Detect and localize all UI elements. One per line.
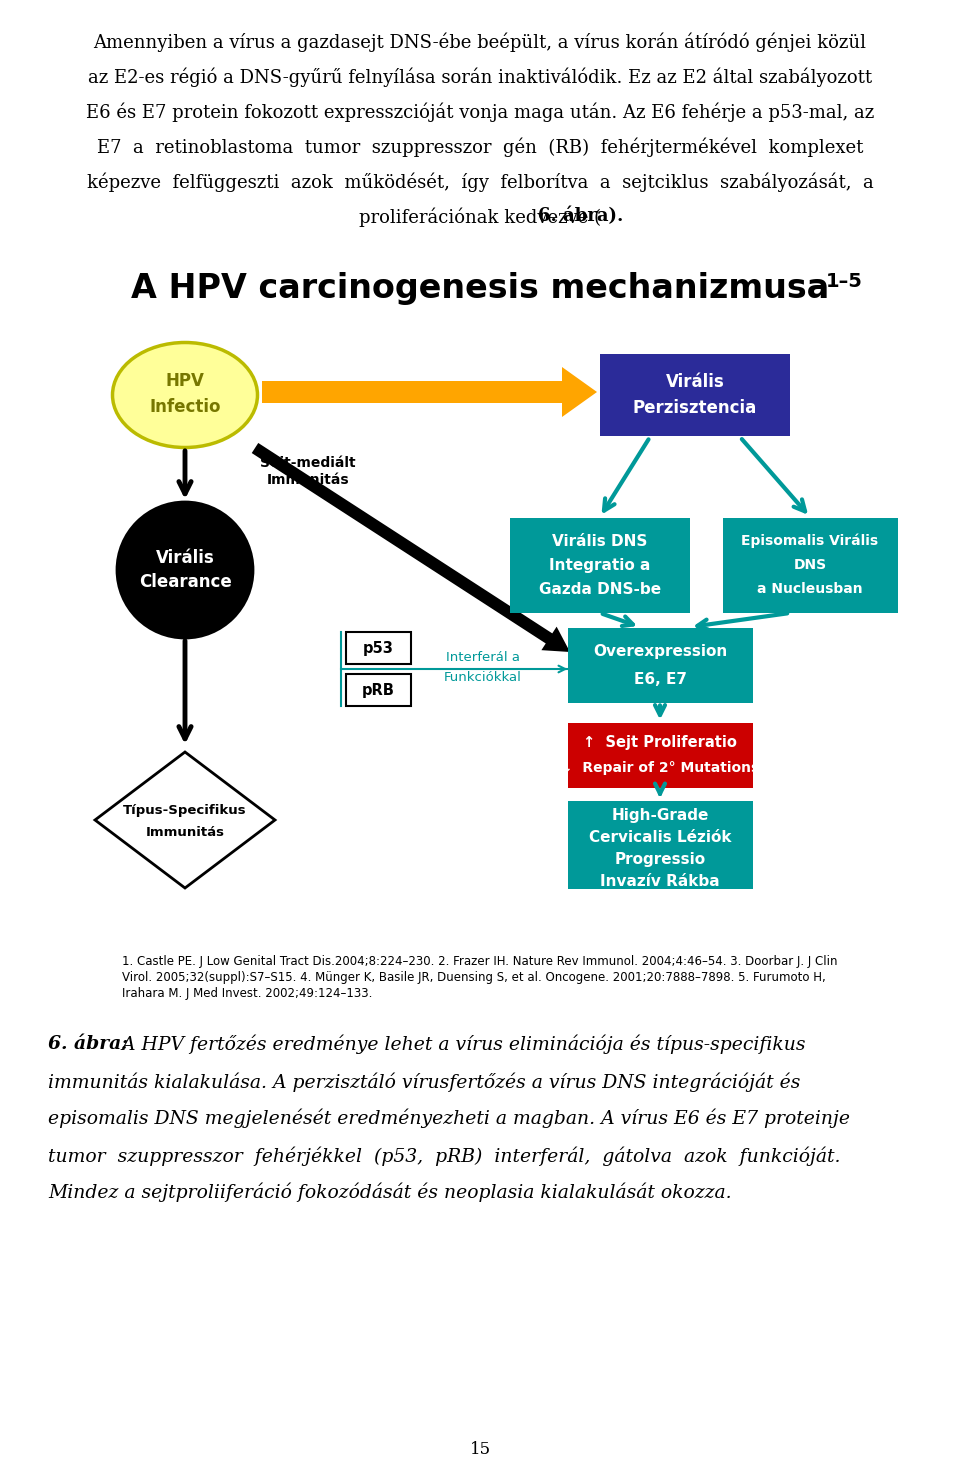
Text: 15: 15 [469,1442,491,1459]
Text: Gazda DNS-be: Gazda DNS-be [539,581,661,597]
Text: Overexpression: Overexpression [593,643,727,659]
Text: 6. ábra).: 6. ábra). [538,207,623,225]
Text: Virális DNS: Virális DNS [552,534,648,549]
Polygon shape [95,752,275,888]
Text: tumor  szuppresszor  fehérjékkel  (p53,  pRB)  interferál,  gátolva  azok  funkc: tumor szuppresszor fehérjékkel (p53, pRB… [48,1146,841,1165]
Text: ↓  Repair of 2° Mutations: ↓ Repair of 2° Mutations [561,761,759,775]
Text: 1–5: 1–5 [826,272,863,291]
Bar [600,355,790,435]
Text: p53: p53 [363,640,394,656]
Text: Sejt-mediált: Sejt-mediált [260,456,356,471]
Text: Funkciókkal: Funkciókkal [444,671,521,684]
Text: High-Grade: High-Grade [612,808,708,822]
Bar [567,722,753,787]
Text: A HPV fertőzés eredménye lehet a vírus eliminációja és típus-specifikus: A HPV fertőzés eredménye lehet a vírus e… [116,1036,805,1055]
Text: episomalis DNS megjelenését eredményezheti a magban. A vírus E6 és E7 proteinje: episomalis DNS megjelenését eredményezhe… [48,1109,850,1128]
Text: E6, E7: E6, E7 [634,671,686,687]
Ellipse shape [112,343,257,447]
Text: A HPV carcinogenesis mechanizmusa: A HPV carcinogenesis mechanizmusa [131,272,829,304]
Text: Mindez a sejtproliiferáció fokozódását és neoplasia kialakulását okozza.: Mindez a sejtproliiferáció fokozódását é… [48,1183,732,1202]
Text: Cervicalis Léziók: Cervicalis Léziók [588,830,732,844]
Text: Episomalis Virális: Episomalis Virális [741,534,878,549]
Text: proliferációnak kedvezve (: proliferációnak kedvezve ( [359,207,601,227]
Text: pRB: pRB [362,683,395,697]
Text: Virális: Virális [665,374,725,391]
Text: Invazív Rákba: Invazív Rákba [600,874,720,888]
Text: DNS: DNS [793,558,827,572]
Bar [723,518,898,612]
Text: az E2-es régió a DNS-gyűrű felnyílása során inaktiválódik. Ez az E2 által szabál: az E2-es régió a DNS-gyűrű felnyílása so… [88,68,872,87]
Text: a Nucleusban: a Nucleusban [757,583,863,596]
FancyArrow shape [252,443,570,652]
Text: HPV: HPV [165,372,204,390]
Text: Progressio: Progressio [614,852,706,866]
Text: Immunitás: Immunitás [146,825,225,838]
Text: Immunitás: Immunitás [267,474,349,487]
Circle shape [117,502,253,638]
Bar [346,674,411,706]
Text: Virális: Virális [156,549,214,566]
Text: képezve  felfüggeszti  azok  működését,  így  felborítva  a  sejtciklus  szabály: képezve felfüggeszti azok működését, így… [86,172,874,191]
Text: immunitás kialakulása. A perzisztáló vírusfertőzés a vírus DNS integrációját és: immunitás kialakulása. A perzisztáló vír… [48,1072,801,1091]
Text: Perzisztencia: Perzisztencia [633,399,757,416]
Bar [510,518,690,612]
Text: Interferál a: Interferál a [445,650,519,663]
Text: E7  a  retinoblastoma  tumor  szuppresszor  gén  (RB)  fehérjtermékével  komplex: E7 a retinoblastoma tumor szuppresszor g… [97,137,863,156]
Text: Irahara M. J Med Invest. 2002;49:124–133.: Irahara M. J Med Invest. 2002;49:124–133… [122,987,372,1000]
Bar [567,628,753,703]
Text: Amennyiben a vírus a gazdasejt DNS-ébe beépült, a vírus korán átíródó génjei köz: Amennyiben a vírus a gazdasejt DNS-ébe b… [93,32,867,51]
Text: Infectio: Infectio [149,399,221,416]
Bar [346,633,411,663]
Text: Clearance: Clearance [138,574,231,591]
Text: E6 és E7 protein fokozott expresszcióját vonja maga után. Az E6 fehérje a p53-ma: E6 és E7 protein fokozott expresszcióját… [85,101,875,122]
Bar [567,802,753,888]
Text: ↑  Sejt Proliferatio: ↑ Sejt Proliferatio [583,734,737,750]
Text: Virol. 2005;32(suppl):S7–S15. 4. Münger K, Basile JR, Duensing S, et al. Oncogen: Virol. 2005;32(suppl):S7–S15. 4. Münger … [122,971,826,984]
Text: Integratio a: Integratio a [549,558,651,572]
Text: 6. ábra:: 6. ábra: [48,1036,128,1053]
Text: 1. Castle PE. J Low Genital Tract Dis.2004;8:224–230. 2. Frazer IH. Nature Rev I: 1. Castle PE. J Low Genital Tract Dis.20… [122,955,837,968]
Text: Típus-Specifikus: Típus-Specifikus [123,803,247,816]
FancyArrow shape [262,366,597,416]
